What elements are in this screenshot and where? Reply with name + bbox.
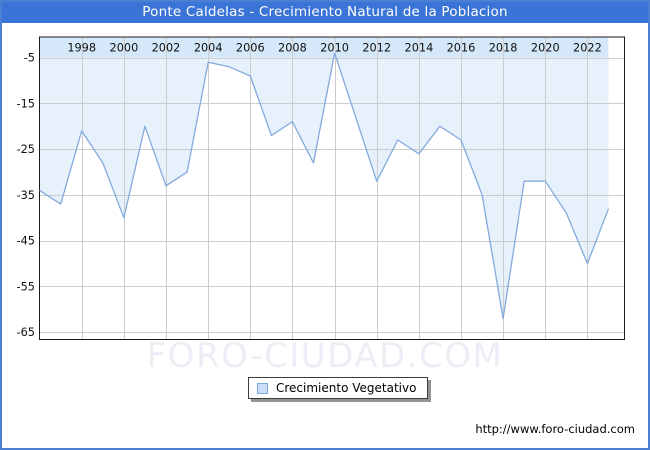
svg-text:2000: 2000 xyxy=(110,42,139,55)
svg-text:2008: 2008 xyxy=(278,42,307,55)
gridlines xyxy=(39,36,625,340)
svg-text:2020: 2020 xyxy=(531,42,560,55)
svg-text:2018: 2018 xyxy=(489,42,518,55)
svg-text:2010: 2010 xyxy=(320,42,349,55)
svg-text:2006: 2006 xyxy=(236,42,265,55)
svg-text:-65: -65 xyxy=(17,326,35,339)
plot-border xyxy=(39,36,625,340)
legend-label: Crecimiento Vegetativo xyxy=(276,381,417,395)
svg-text:-25: -25 xyxy=(17,143,35,156)
y-tick-labels: -5 -15 -25 -35 -45 -55 -65 xyxy=(17,52,35,340)
legend-swatch-icon xyxy=(257,382,268,394)
svg-text:2012: 2012 xyxy=(362,42,391,55)
svg-text:2016: 2016 xyxy=(447,42,476,55)
svg-text:-55: -55 xyxy=(17,280,35,293)
series-line xyxy=(39,52,610,320)
page-title: Ponte Caldelas - Crecimiento Natural de … xyxy=(2,2,648,23)
svg-text:2022: 2022 xyxy=(573,42,602,55)
area-fill xyxy=(39,36,609,319)
year-band xyxy=(39,37,609,58)
svg-text:-15: -15 xyxy=(17,97,35,110)
svg-text:2014: 2014 xyxy=(405,42,434,55)
svg-text:-5: -5 xyxy=(24,52,35,65)
svg-text:2002: 2002 xyxy=(152,42,181,55)
legend-box: Crecimiento Vegetativo xyxy=(248,377,429,399)
x-tick-labels: 1998 2000 2002 2004 2006 2008 2010 2012 2014 2016… xyxy=(67,42,601,55)
svg-text:1998: 1998 xyxy=(67,42,96,55)
footer-url-link[interactable]: http://www.foro-ciudad.com xyxy=(475,422,635,436)
svg-text:-35: -35 xyxy=(17,189,35,202)
svg-text:-45: -45 xyxy=(17,235,35,248)
svg-text:2004: 2004 xyxy=(194,42,223,55)
